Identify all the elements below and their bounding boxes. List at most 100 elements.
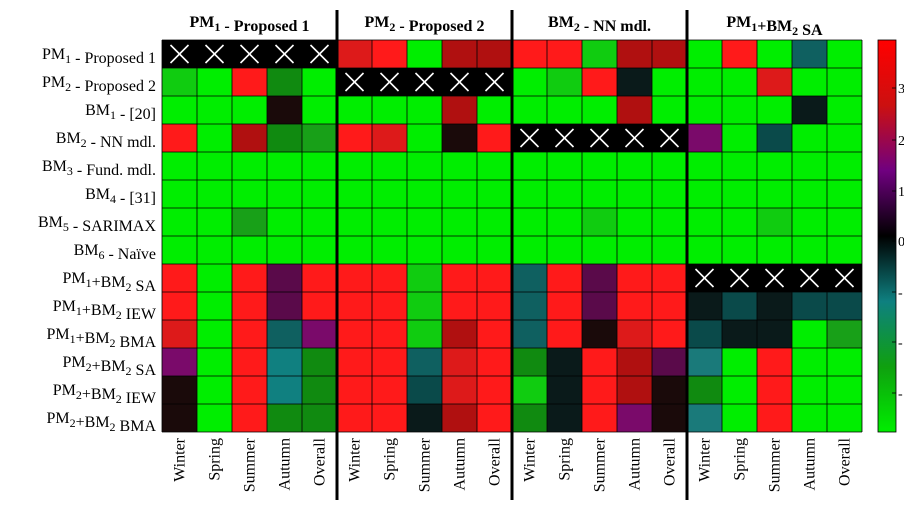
heatmap-cell <box>267 376 302 404</box>
heatmap-cell <box>582 320 617 348</box>
row-label: PM2 - Proposed 2 <box>42 74 156 95</box>
heatmap-cell <box>827 348 862 376</box>
heatmap-cell <box>442 376 477 404</box>
heatmap-cell <box>617 40 652 68</box>
colorbar-tick-label: - <box>898 387 903 402</box>
row-label: BM6 - Naïve <box>74 242 156 263</box>
cross-mark <box>204 44 225 64</box>
column-label: Summer <box>767 437 784 492</box>
heatmap-cell <box>197 180 232 208</box>
row-label: BM3 - Fund. mdl. <box>42 158 156 179</box>
heatmap-cell <box>652 404 687 432</box>
heatmap-cell <box>652 292 687 320</box>
heatmap-cell <box>582 264 617 292</box>
colorbar-tick-label: 0 <box>898 235 904 250</box>
heatmap-cell <box>722 348 757 376</box>
heatmap-cell <box>267 348 302 376</box>
heatmap-cell <box>477 292 512 320</box>
heatmap-cell <box>267 96 302 124</box>
heatmap-cell <box>477 376 512 404</box>
heatmap-cell <box>477 152 512 180</box>
heatmap-cell <box>582 376 617 404</box>
heatmap-cell <box>687 68 722 96</box>
heatmap-cell <box>197 236 232 264</box>
colorbar-tick-label: - <box>898 286 903 301</box>
heatmap-cell <box>232 376 267 404</box>
column-label: Overall <box>662 437 679 486</box>
heatmap-cell <box>337 96 372 124</box>
heatmap-cell <box>547 376 582 404</box>
heatmap-cell <box>162 292 197 320</box>
heatmap-cell <box>302 404 337 432</box>
heatmap-cell <box>617 208 652 236</box>
cross-mark <box>694 268 715 288</box>
heatmap-cell <box>337 348 372 376</box>
heatmap-cell <box>442 320 477 348</box>
heatmap-cell <box>792 348 827 376</box>
heatmap-cell <box>267 180 302 208</box>
heatmap-cell <box>197 404 232 432</box>
heatmap-cell <box>827 376 862 404</box>
column-label: Spring <box>382 438 399 481</box>
column-label: Overall <box>837 437 854 486</box>
cross-mark <box>414 72 435 92</box>
heatmap-cell <box>687 208 722 236</box>
heatmap-cell <box>407 376 442 404</box>
heatmap-cell <box>512 40 547 68</box>
heatmap-cell <box>722 152 757 180</box>
heatmap-cell <box>547 180 582 208</box>
heatmap-cell <box>197 96 232 124</box>
heatmap-cell <box>722 376 757 404</box>
heatmap-cell <box>827 124 862 152</box>
heatmap-cell <box>372 96 407 124</box>
heatmap-cell <box>162 376 197 404</box>
heatmap-cell <box>372 404 407 432</box>
row-label: BM2 - NN mdl. <box>56 130 156 151</box>
heatmap-cell <box>582 236 617 264</box>
cross-mark <box>764 268 785 288</box>
heatmap-cell <box>652 180 687 208</box>
column-group-label: PM2 - Proposed 2 <box>365 14 485 35</box>
heatmap-cell <box>512 236 547 264</box>
heatmap-cell <box>617 292 652 320</box>
heatmap-cell <box>232 348 267 376</box>
colorbar-scale <box>877 39 897 433</box>
heatmap-cell <box>652 208 687 236</box>
heatmap-cell <box>232 292 267 320</box>
heatmap-cell <box>302 208 337 236</box>
heatmap-cell <box>617 236 652 264</box>
heatmap-cell <box>827 68 862 96</box>
heatmap-cell <box>547 40 582 68</box>
heatmap-cell <box>197 376 232 404</box>
heatmap-cell <box>442 152 477 180</box>
column-label: Winter <box>522 437 539 481</box>
heatmap-cell <box>652 348 687 376</box>
heatmap-cell <box>792 68 827 96</box>
heatmap-cell <box>547 404 582 432</box>
heatmap-cell <box>512 320 547 348</box>
cross-mark <box>624 128 645 148</box>
cross-mark <box>169 44 190 64</box>
cross-mark <box>379 72 400 92</box>
heatmap-cell <box>442 264 477 292</box>
column-label: Winter <box>347 437 364 481</box>
heatmap-cell <box>267 208 302 236</box>
heatmap-cell <box>407 40 442 68</box>
heatmap-cell <box>407 320 442 348</box>
heatmap-cell <box>652 376 687 404</box>
column-group-label: PM1 - Proposed 1 <box>190 14 310 35</box>
heatmap-cell <box>757 320 792 348</box>
heatmap-cell <box>687 348 722 376</box>
heatmap-cell <box>757 124 792 152</box>
heatmap-cell <box>757 152 792 180</box>
heatmap-cell <box>442 124 477 152</box>
heatmap-cell <box>722 96 757 124</box>
heatmap-cell <box>792 320 827 348</box>
heatmap-cell <box>792 236 827 264</box>
column-label: Winter <box>172 437 189 481</box>
heatmap-cell <box>197 68 232 96</box>
heatmap-cell <box>687 40 722 68</box>
heatmap-cell <box>477 96 512 124</box>
heatmap-cell <box>757 180 792 208</box>
cross-mark <box>589 128 610 148</box>
